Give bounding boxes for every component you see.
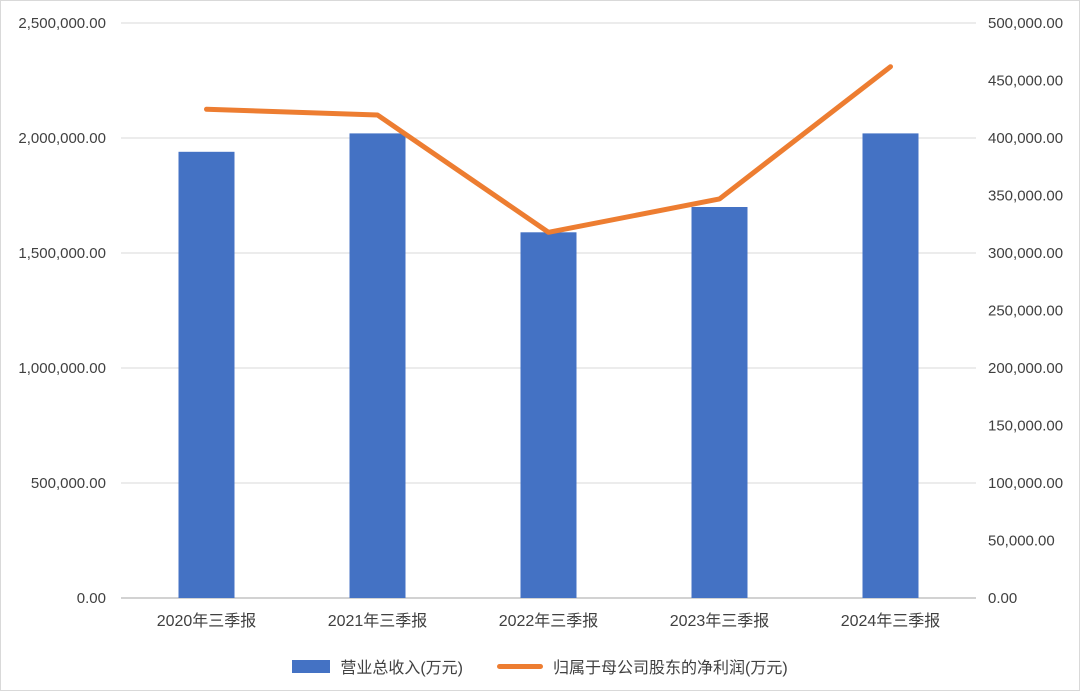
- svg-text:350,000.00: 350,000.00: [988, 188, 1063, 205]
- legend-item-net-profit: 归属于母公司股东的净利润(万元): [497, 654, 788, 678]
- svg-text:450,000.00: 450,000.00: [988, 73, 1063, 90]
- svg-text:2021年三季报: 2021年三季报: [328, 612, 428, 630]
- svg-text:300,000.00: 300,000.00: [988, 245, 1063, 262]
- svg-text:50,000.00: 50,000.00: [988, 533, 1055, 550]
- svg-text:1,500,000.00: 1,500,000.00: [18, 245, 106, 262]
- bar-series-swatch-icon: [292, 659, 331, 673]
- svg-text:100,000.00: 100,000.00: [988, 475, 1063, 492]
- svg-text:500,000.00: 500,000.00: [988, 15, 1063, 32]
- svg-text:250,000.00: 250,000.00: [988, 303, 1063, 320]
- chart-plot-area: 0.00 500,000.00 1,000,000.00 1,500,000.00 2,…: [18, 15, 1063, 630]
- line-series-swatch-icon: [497, 663, 543, 669]
- svg-text:0.00: 0.00: [77, 590, 106, 607]
- svg-text:0.00: 0.00: [988, 590, 1017, 607]
- legend-label-revenue: 营业总收入(万元): [340, 660, 463, 677]
- chart-legend: 营业总收入(万元) 归属于母公司股东的净利润(万元): [1, 654, 1079, 678]
- legend-item-revenue: 营业总收入(万元): [292, 654, 463, 678]
- svg-text:2022年三季报: 2022年三季报: [499, 612, 599, 630]
- svg-text:2,000,000.00: 2,000,000.00: [18, 130, 106, 147]
- legend-label-net-profit: 归属于母公司股东的净利润(万元): [553, 660, 788, 677]
- svg-text:200,000.00: 200,000.00: [988, 360, 1063, 377]
- svg-text:2024年三季报: 2024年三季报: [841, 612, 941, 630]
- svg-text:400,000.00: 400,000.00: [988, 130, 1063, 147]
- svg-text:1,000,000.00: 1,000,000.00: [18, 360, 106, 377]
- svg-text:2023年三季报: 2023年三季报: [670, 612, 770, 630]
- svg-text:2,500,000.00: 2,500,000.00: [18, 15, 106, 32]
- svg-text:500,000.00: 500,000.00: [31, 475, 106, 492]
- svg-text:150,000.00: 150,000.00: [988, 418, 1063, 435]
- svg-text:2020年三季报: 2020年三季报: [157, 612, 257, 630]
